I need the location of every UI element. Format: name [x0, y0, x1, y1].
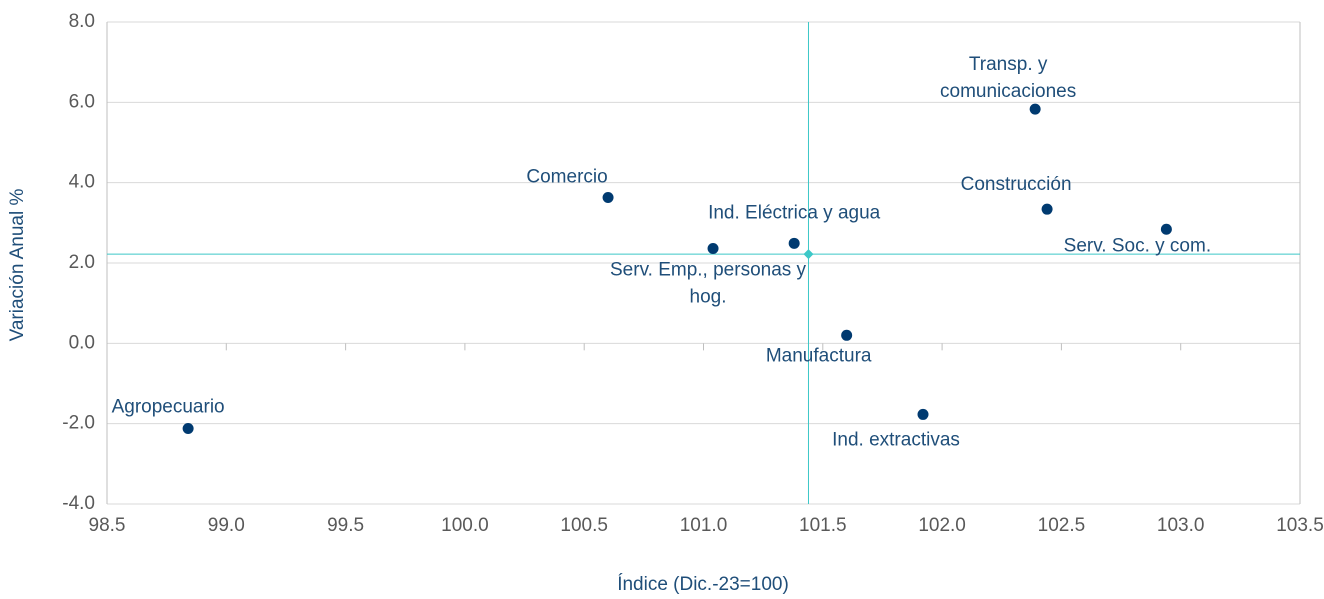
point-label: Comercio	[526, 167, 607, 188]
reference-point	[803, 249, 814, 260]
x-tick-label: 103.0	[1157, 515, 1205, 536]
x-tick-label: 100.0	[441, 515, 489, 536]
x-tick-label: 101.5	[799, 515, 847, 536]
y-tick-label: 0.0	[69, 332, 95, 353]
y-tick-label: 8.0	[69, 11, 95, 32]
point-label: Construcción	[961, 174, 1072, 195]
point-label: Transp. y	[969, 54, 1048, 75]
x-tick-label: 99.5	[327, 515, 364, 536]
x-tick-label: 98.5	[89, 515, 126, 536]
point-label: Ind. Eléctrica y agua	[708, 202, 881, 223]
point-label: Serv. Emp., personas y	[610, 260, 807, 281]
point-label: Ind. extractivas	[832, 429, 960, 450]
point-label: Agropecuario	[112, 397, 225, 418]
y-axis-title: Variación Anual %	[7, 189, 28, 342]
point	[1029, 103, 1041, 115]
x-tick-label: 99.0	[208, 515, 245, 536]
y-tick-label: -4.0	[62, 493, 95, 514]
y-tick-label: 2.0	[69, 252, 95, 273]
point	[707, 243, 719, 255]
point	[1041, 203, 1053, 215]
point-label: comunicaciones	[940, 81, 1076, 102]
x-tick-label: 102.0	[918, 515, 966, 536]
point	[788, 237, 800, 249]
x-tick-label: 100.5	[560, 515, 608, 536]
point	[1160, 223, 1172, 235]
y-tick-label: -2.0	[62, 413, 95, 434]
y-tick-label: 6.0	[69, 91, 95, 112]
x-axis-title: Índice (Dic.-23=100)	[617, 574, 789, 595]
point	[841, 329, 853, 341]
point-label: hog.	[690, 287, 727, 308]
x-tick-label: 101.0	[680, 515, 728, 536]
point	[602, 192, 614, 204]
y-tick-label: 4.0	[69, 172, 95, 193]
point-label: Manufactura	[766, 345, 872, 366]
point	[917, 408, 929, 420]
x-tick-label: 102.5	[1038, 515, 1086, 536]
point-label: Serv. Soc. y com.	[1064, 235, 1211, 256]
x-tick-label: 103.5	[1276, 515, 1324, 536]
point	[182, 422, 194, 434]
